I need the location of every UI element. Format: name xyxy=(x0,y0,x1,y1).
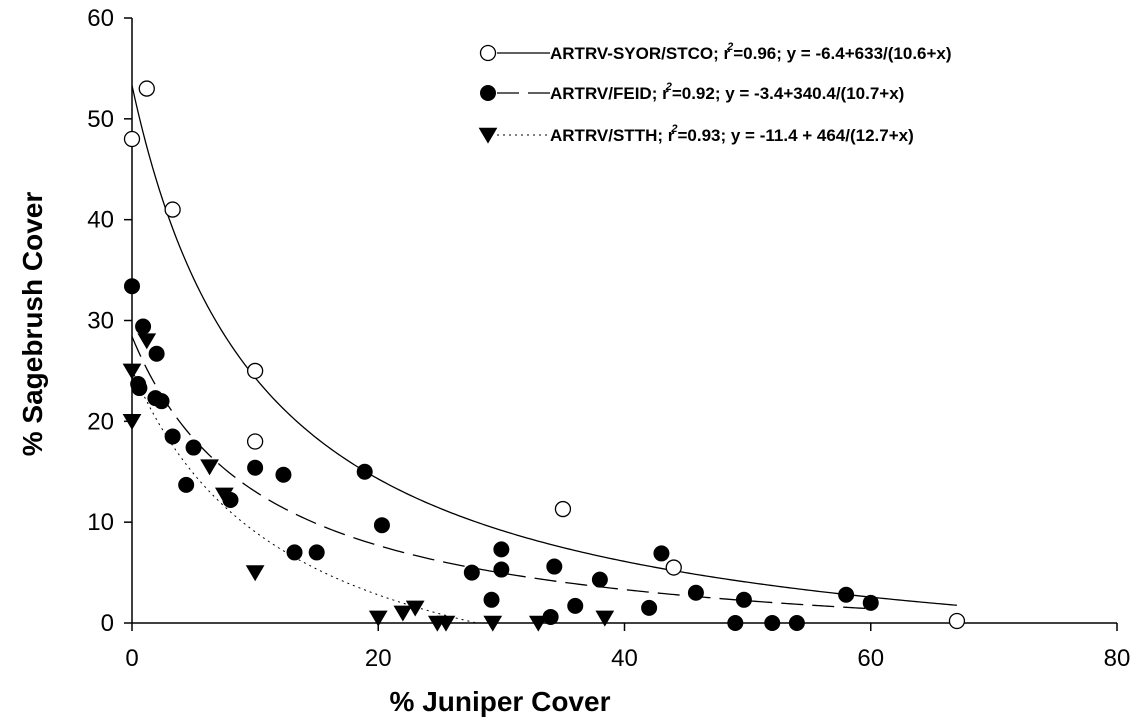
legend: ARTRV-SYOR/STCO; r2=0.96; y = -6.4+633/(… xyxy=(478,41,952,145)
legend-marker xyxy=(479,44,497,62)
x-tick-label: 40 xyxy=(611,645,638,672)
data-point xyxy=(275,466,292,483)
data-point xyxy=(727,615,744,631)
data-point xyxy=(591,571,608,588)
legend-label: ARTRV/FEID; r2=0.92; y = -3.4+340.4/(10.… xyxy=(550,81,904,103)
fit-curves xyxy=(132,85,957,623)
data-point xyxy=(138,80,155,97)
data-point xyxy=(528,615,548,632)
data-point xyxy=(687,584,704,601)
y-tick-label: 60 xyxy=(87,5,114,32)
x-tick-label: 80 xyxy=(1104,645,1131,672)
data-point xyxy=(222,491,239,508)
x-tick-label: 20 xyxy=(365,645,392,672)
legend-marker xyxy=(480,85,496,101)
data-point xyxy=(247,459,264,476)
x-axis-title: % Juniper Cover xyxy=(390,686,611,717)
data-point xyxy=(735,591,752,608)
data-point xyxy=(286,544,303,561)
x-tick-label: 60 xyxy=(857,645,884,672)
data-point xyxy=(308,544,325,561)
data-point xyxy=(595,610,615,627)
data-point xyxy=(862,594,879,611)
data-point xyxy=(153,393,170,410)
data-point xyxy=(164,201,181,218)
data-point xyxy=(123,130,141,148)
data-point xyxy=(373,517,390,534)
data-point xyxy=(493,541,510,558)
data-point xyxy=(483,615,503,632)
data-point xyxy=(393,605,413,622)
data-point xyxy=(546,558,563,575)
y-tick-label: 0 xyxy=(101,610,114,637)
data-point xyxy=(148,345,165,362)
data-point xyxy=(122,414,142,430)
data-point xyxy=(542,608,559,625)
data-point xyxy=(788,615,805,631)
data-point xyxy=(838,586,855,603)
data-point xyxy=(665,559,682,576)
fit-curve xyxy=(132,369,477,623)
y-tick-label: 10 xyxy=(87,509,114,536)
data-points xyxy=(122,80,966,632)
data-point xyxy=(122,363,142,380)
data-point xyxy=(164,428,181,445)
data-point xyxy=(200,459,219,476)
data-point xyxy=(131,380,148,397)
y-axis-title: % Sagebrush Cover xyxy=(17,192,48,457)
data-point xyxy=(246,433,264,450)
data-point xyxy=(368,610,388,627)
fit-curve xyxy=(132,85,957,606)
data-point xyxy=(653,545,670,562)
data-point xyxy=(124,278,140,295)
data-point xyxy=(463,564,480,581)
data-point xyxy=(493,561,510,578)
data-point xyxy=(135,318,152,335)
x-tick-label: 0 xyxy=(125,645,138,672)
y-tick-label: 20 xyxy=(87,408,114,435)
y-tick-label: 30 xyxy=(87,308,114,335)
data-point xyxy=(567,597,584,614)
data-point xyxy=(178,476,195,493)
fit-curve xyxy=(132,336,871,610)
data-point xyxy=(764,615,781,631)
data-point xyxy=(554,500,572,518)
data-point xyxy=(641,599,658,616)
data-point xyxy=(436,615,456,632)
axes: 0 10 20 30 40 50 60 0 20 40 60 80 xyxy=(87,5,1130,672)
legend-label: ARTRV-SYOR/STCO; r2=0.96; y = -6.4+633/(… xyxy=(550,41,952,63)
legend-label: ARTRV/STTH; r2=0.93; y = -11.4 + 464/(12… xyxy=(550,123,914,145)
data-point xyxy=(137,333,157,350)
data-point xyxy=(405,600,425,617)
data-point xyxy=(245,565,265,582)
data-point xyxy=(246,362,264,380)
data-point xyxy=(948,612,966,630)
y-tick-label: 50 xyxy=(87,106,114,133)
data-point xyxy=(185,439,202,456)
y-tick-label: 40 xyxy=(87,207,114,234)
legend-marker xyxy=(478,127,498,144)
data-point xyxy=(483,591,500,608)
data-point xyxy=(356,463,373,480)
